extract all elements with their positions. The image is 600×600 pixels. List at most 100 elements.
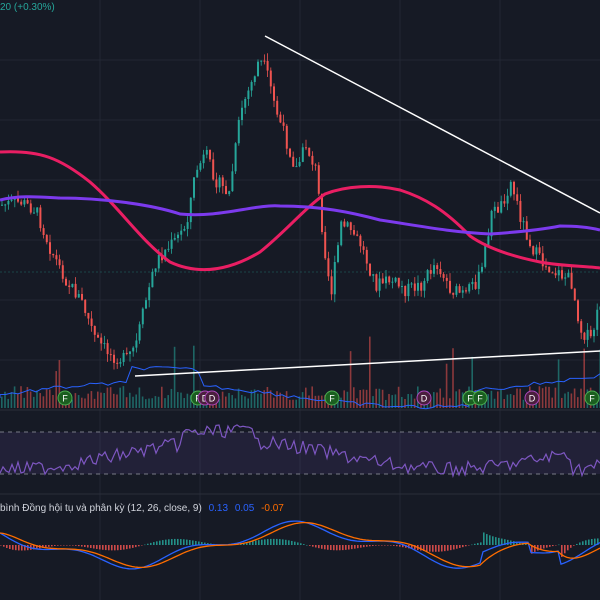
candle-body [346,222,349,227]
candle-body [231,171,234,192]
volume-bar [58,360,61,408]
macd-histogram-bar [354,545,356,549]
candle-body [164,249,167,261]
volume-bar [257,393,259,408]
macd-histogram-bar [537,545,539,551]
volume-bar [525,399,528,408]
volume-bar [87,393,89,408]
volume-bar [164,398,166,408]
volume-bar [100,392,102,408]
volume-bar [266,386,269,408]
volume-bar [26,387,29,408]
volume-bar [273,397,275,408]
volume-bar [234,398,237,408]
volume-bar [317,395,320,408]
macd-histogram-bar [432,545,434,552]
event-marker-d[interactable]: D [204,390,220,406]
volume-bar [138,387,141,408]
macd-histogram-bar [369,545,371,547]
candle-body [295,166,298,168]
macd-histogram-bar [12,545,14,550]
event-marker-f[interactable]: F [324,390,340,406]
volume-bar [157,396,160,408]
macd-histogram-bar [462,545,464,548]
marker-circle [416,390,432,406]
volume-bar [170,388,173,408]
candle-body [13,198,16,200]
candle-body [343,221,346,227]
macd-histogram-bar [384,545,386,546]
volume-bar [497,391,499,408]
macd-histogram-bar [195,540,197,545]
macd-histogram-bar [501,538,503,545]
macd-histogram-bar [429,545,431,552]
candle-body [410,283,413,285]
candle-body [452,292,455,295]
event-marker-f[interactable]: F [57,390,73,406]
macd-histogram-bar [330,545,332,551]
volume-bar [279,392,281,408]
macd-histogram-bar [51,545,53,547]
macd-histogram-bar [54,545,56,546]
candle-body [103,343,106,345]
volume-bar [125,397,128,408]
candle-body [317,165,320,194]
macd-histogram-bar [348,545,350,550]
macd-histogram-bar [45,545,47,548]
volume-bar [522,399,525,408]
trendline-upper[interactable] [264,35,600,214]
macd-histogram-bar [420,545,422,551]
macd-pane [0,520,600,570]
event-marker-d[interactable]: D [416,390,432,406]
volume-bar [141,396,144,408]
macd-legend[interactable]: bình Đồng hội tụ và phân kỳ (12, 26, clo… [0,503,284,514]
macd-histogram-bar [582,541,584,545]
marker-circle [472,390,488,406]
candle-body [301,147,304,162]
macd-histogram-bar [453,545,455,550]
volume-bar [471,356,473,408]
candle-body [285,125,288,149]
macd-histogram-bar [540,545,542,550]
candle-body [228,191,231,195]
trendline-lower[interactable] [134,350,600,377]
macd-histogram-bar [318,545,320,549]
candle-body [433,265,435,274]
macd-histogram-bar [255,540,257,545]
macd-histogram-bar [186,539,188,545]
event-marker-d[interactable]: D [524,390,540,406]
volume-bar [298,396,301,408]
candle-body [20,201,23,205]
macd-histogram-bar [468,545,470,546]
macd-histogram-bar [252,541,254,545]
candle-body [401,285,403,287]
candle-body [170,239,173,249]
volume-bar [289,399,291,408]
candle-body [93,325,96,335]
volume-bar [151,398,153,408]
candle-body [68,285,71,288]
volume-bar [52,394,54,408]
volume-bar [237,388,240,408]
event-marker-f[interactable]: F [584,390,600,406]
volume-bar [13,386,16,408]
macd-histogram-bar [549,545,551,547]
candle-body [314,164,317,166]
macd-histogram-bar [345,545,347,550]
volume-bar [55,371,57,408]
macd-histogram-bar [570,545,572,548]
candle-body [349,222,352,231]
macd-histogram-bar [21,545,23,551]
candle-body [513,181,515,195]
macd-histogram-bar [243,542,245,545]
macd-histogram-bar [18,545,20,551]
candle-body [119,362,122,364]
macd-histogram-bar [387,545,389,546]
candle-body [551,272,554,274]
event-marker-f[interactable]: F [472,390,488,406]
volume-bar [109,387,112,408]
volume-bar [340,397,342,408]
volume-bar [433,392,435,408]
macd-histogram-bar [579,542,581,545]
